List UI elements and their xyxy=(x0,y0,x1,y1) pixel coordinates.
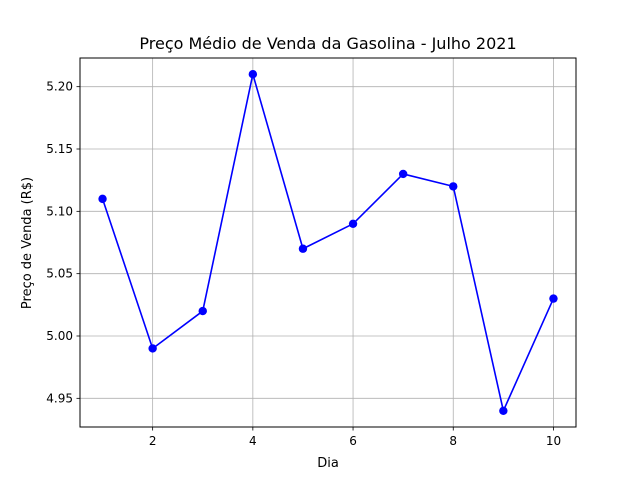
x-tick-label: 4 xyxy=(249,434,257,448)
y-tick-label: 5.15 xyxy=(46,142,73,156)
data-point xyxy=(549,294,558,303)
y-tick-label: 4.95 xyxy=(46,391,73,405)
data-point xyxy=(248,70,258,79)
data-point xyxy=(348,219,358,229)
y-tick-label: 5.20 xyxy=(46,80,73,94)
data-point xyxy=(198,306,207,316)
grid xyxy=(80,58,576,427)
x-tick-label: 8 xyxy=(449,434,457,448)
x-tick-label: 2 xyxy=(149,434,157,448)
data-point xyxy=(499,406,508,415)
y-tick-label: 5.10 xyxy=(46,204,73,218)
y-tick-label: 5.05 xyxy=(46,267,73,281)
y-tick-label: 5.00 xyxy=(46,329,73,343)
data-point xyxy=(398,169,408,179)
x-axis-label: Dia xyxy=(317,456,339,471)
series-layer xyxy=(98,70,558,415)
data-point xyxy=(98,194,107,204)
x-tick-label: 6 xyxy=(349,434,357,448)
axes-frame xyxy=(79,57,577,428)
data-point xyxy=(449,182,458,191)
data-point xyxy=(148,344,157,353)
data-point xyxy=(298,244,308,253)
series-line xyxy=(101,73,555,412)
chart-title: Preço Médio de Venda da Gasolina - Julho… xyxy=(139,34,516,53)
x-tick-label: 10 xyxy=(546,434,561,448)
ticks: 2 4 6 8 10 4.95 5.00 5.05 5.10 5.15 5.20 xyxy=(46,80,561,448)
y-axis-label: Preço de Venda (R$) xyxy=(20,177,35,309)
